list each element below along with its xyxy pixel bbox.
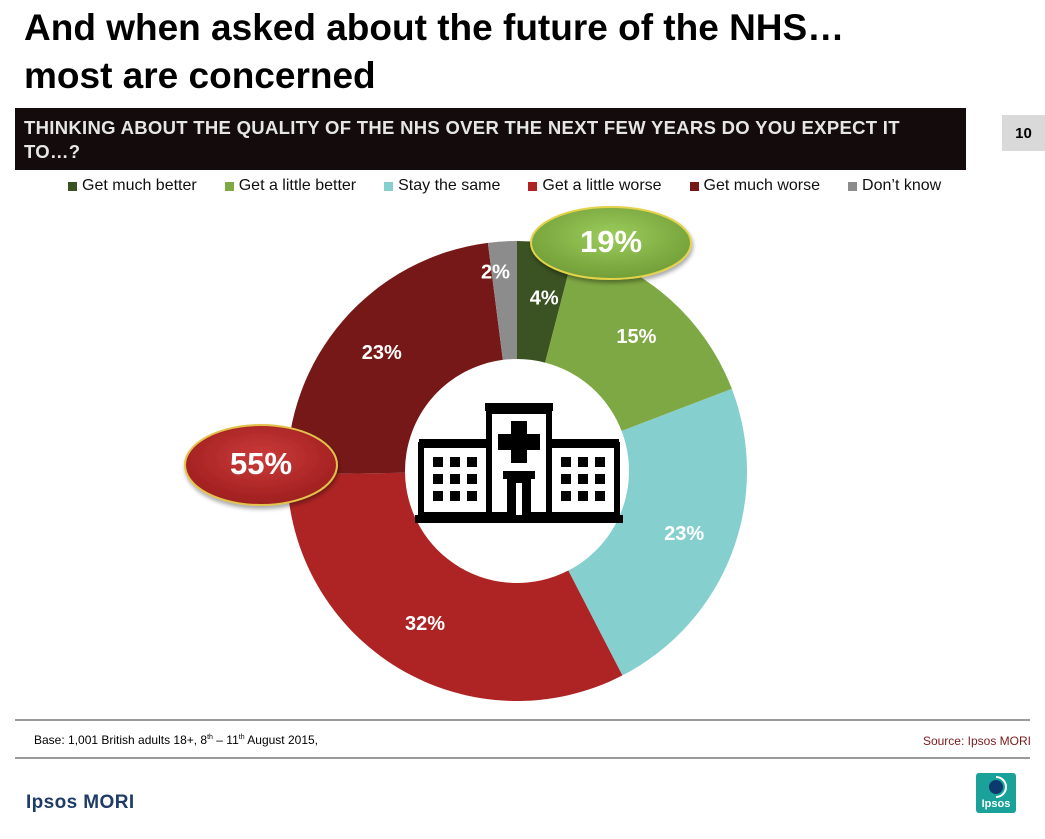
question-text: THINKING ABOUT THE QUALITY OF THE NHS OV… — [24, 117, 900, 162]
legend-label: Get a little worse — [542, 177, 662, 194]
donut-slice — [545, 248, 732, 432]
source-note: Source: Ipsos MORI — [922, 734, 1031, 748]
donut-slice — [568, 388, 747, 676]
callout-bubble: 19% — [530, 206, 692, 280]
callout-shape — [530, 206, 692, 280]
legend-swatch — [68, 181, 77, 191]
base-note: Base: 1,001 British adults 18+, 8th – 11… — [34, 733, 319, 747]
legend-item: Get much worse — [689, 177, 821, 195]
ipsos-logo: Ipsos — [976, 773, 1016, 813]
legend-label: Get much better — [82, 177, 197, 194]
donut-slice — [287, 472, 623, 701]
legend-label: Stay the same — [398, 177, 501, 194]
legend-item: Stay the same — [384, 177, 500, 195]
callout-label: 19% — [580, 224, 642, 259]
slice-label: 32% — [405, 613, 445, 635]
donut-slice — [487, 241, 517, 360]
title-line-2: most are concerned — [24, 55, 376, 96]
legend-swatch — [528, 181, 538, 191]
callout-label: 55% — [230, 446, 292, 481]
legend-swatch — [384, 181, 394, 191]
legend-swatch — [848, 181, 858, 191]
slide-title: And when asked about the future of the N… — [24, 4, 984, 100]
question-banner: THINKING ABOUT THE QUALITY OF THE NHS OV… — [15, 108, 966, 170]
legend-label: Get much worse — [703, 177, 821, 194]
legend-item: Get much better — [68, 177, 197, 195]
legend-item: Get a little worse — [528, 177, 662, 195]
slice-label: 23% — [664, 523, 704, 545]
footer-divider-bottom — [15, 757, 1030, 759]
logo-mark-icon — [989, 776, 1007, 798]
legend-item: Don’t know — [848, 177, 941, 195]
slice-label: 23% — [362, 342, 402, 364]
footer-divider-top — [15, 719, 1030, 721]
brand-name: Ipsos MORI — [26, 792, 135, 813]
legend-label: Don’t know — [862, 177, 942, 194]
legend-swatch — [689, 181, 699, 191]
page-number: 10 — [1002, 115, 1045, 151]
title-line-1: And when asked about the future of the N… — [24, 7, 845, 48]
slice-label: 15% — [616, 326, 656, 348]
callout-shape — [184, 424, 338, 506]
slice-label: 2% — [481, 261, 510, 283]
legend-item: Get a little better — [224, 177, 357, 195]
legend-label: Get a little better — [238, 177, 357, 194]
slice-label: 4% — [530, 287, 559, 309]
chart-legend: Get much better Get a little better Stay t… — [68, 176, 969, 196]
callout-bubble: 55% — [184, 424, 338, 506]
legend-swatch — [224, 181, 234, 191]
donut-slice — [287, 242, 503, 475]
hospital-icon — [415, 403, 623, 523]
